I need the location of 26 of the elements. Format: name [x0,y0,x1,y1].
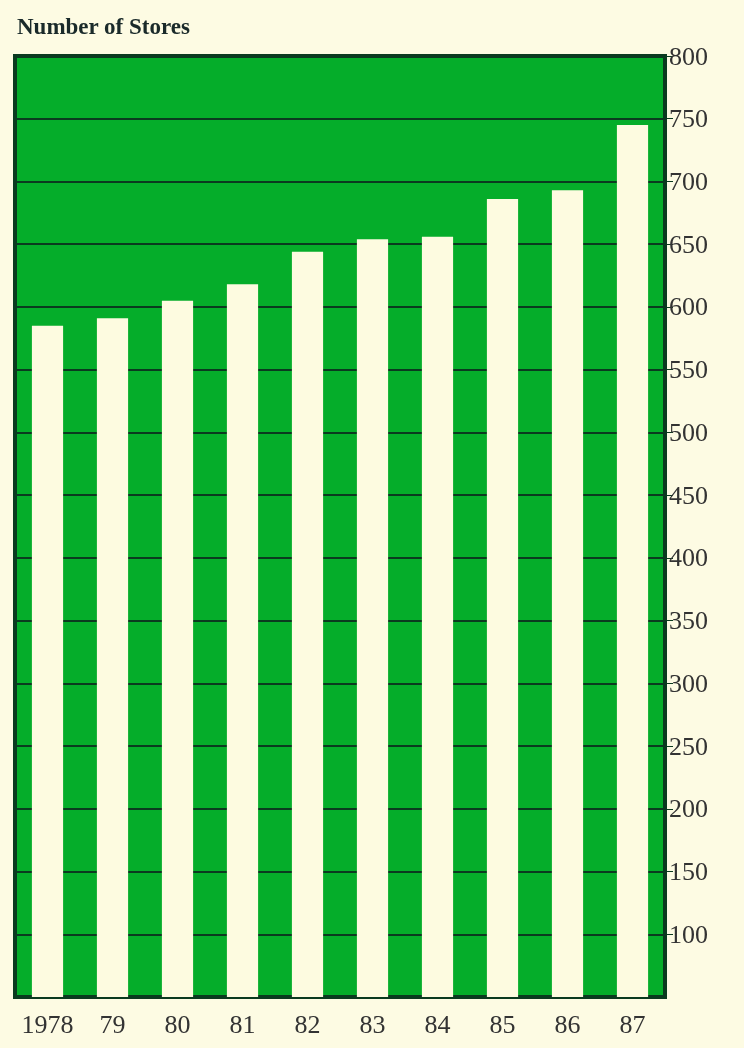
x-tick-label: 86 [554,1009,581,1039]
y-tick-label: 600 [669,292,708,322]
y-tick-label: 200 [669,794,708,824]
y-tick-label: 500 [669,417,708,447]
x-tick-label: 83 [359,1009,386,1039]
y-tick-label: 250 [669,731,708,761]
y-tick-label: 400 [669,543,708,573]
y-tick-label: 800 [669,41,708,71]
x-tick-label: 81 [229,1009,256,1039]
y-tick-label: 650 [669,229,708,259]
x-tick-label: 87 [619,1009,646,1039]
y-tick-label: 150 [669,857,708,887]
x-tick-label: 85 [489,1009,516,1039]
chart-title: Number of Stores [17,14,190,39]
x-tick-label: 84 [424,1009,451,1039]
x-tick-label: 1978 [21,1009,74,1039]
y-tick-label: 450 [669,480,708,510]
y-tick-label: 300 [669,668,708,698]
x-tick-label: 82 [294,1009,321,1039]
x-tick-label: 80 [164,1009,191,1039]
y-tick-label: 700 [669,166,708,196]
x-tick-label: 79 [99,1009,126,1039]
y-tick-label: 350 [669,606,708,636]
y-tick-label: 750 [669,104,708,134]
y-tick-label: 550 [669,355,708,385]
y-tick-label: 100 [669,919,708,949]
